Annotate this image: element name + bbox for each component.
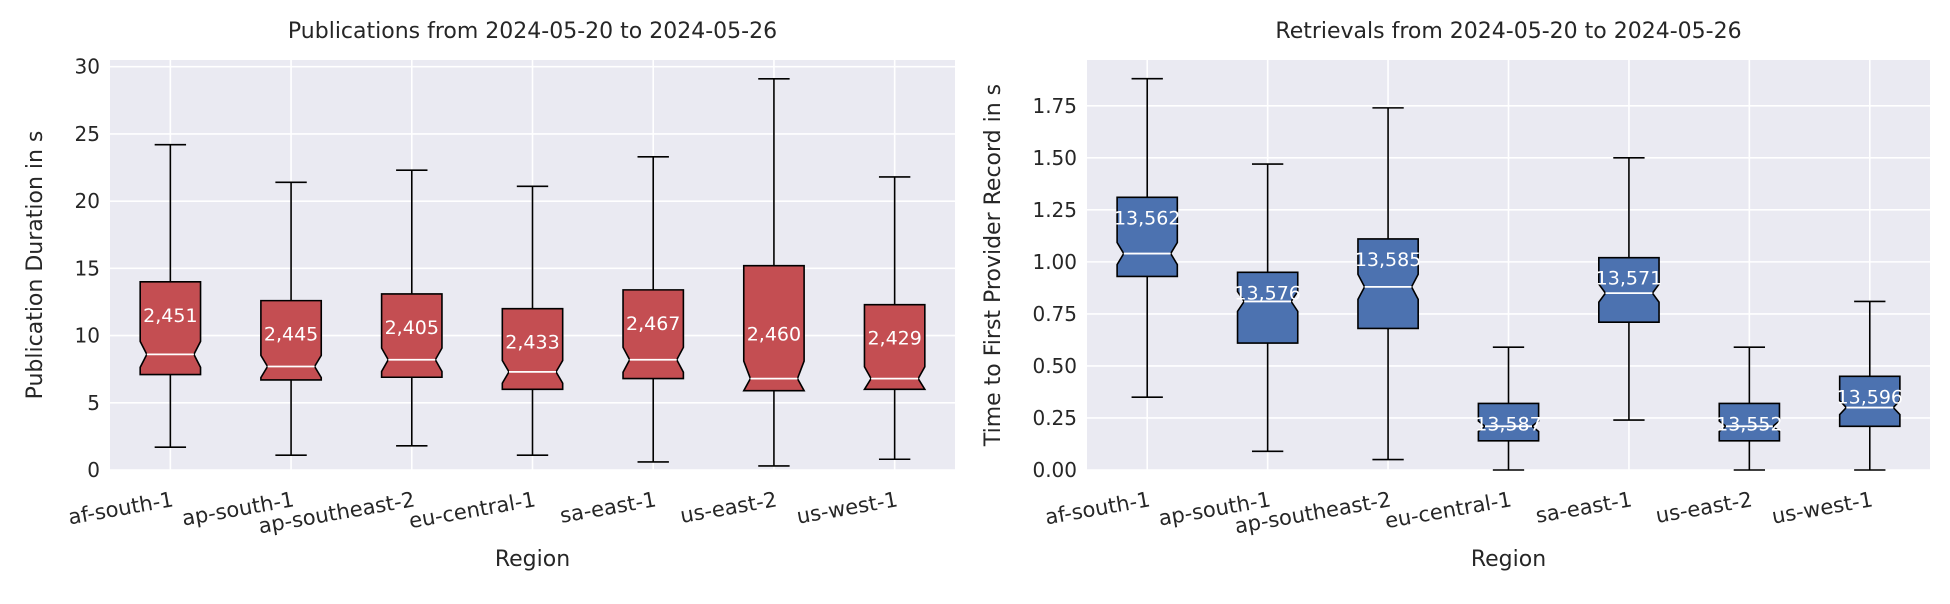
- y-axis-label: Time to First Provider Record in s: [981, 84, 1006, 447]
- y-tick-label: 0.00: [1032, 458, 1077, 482]
- box-body: [1838, 375, 1901, 428]
- box-body: [1116, 196, 1179, 278]
- box-body: [260, 299, 323, 381]
- chart-title: Publications from 2024-05-20 to 2024-05-…: [288, 19, 777, 44]
- y-tick-label: 0: [87, 458, 100, 482]
- count-label: 2,429: [867, 328, 921, 350]
- box-body: [501, 307, 564, 391]
- count-label: 13,585: [1355, 249, 1421, 271]
- box-body: [1598, 256, 1660, 324]
- count-label: 13,571: [1596, 268, 1662, 290]
- y-tick-label: 0.50: [1032, 354, 1077, 378]
- y-axis-label: Publication Duration in s: [23, 131, 48, 400]
- y-tick-label: 30: [75, 55, 100, 79]
- count-label: 2,467: [626, 313, 680, 335]
- y-tick-label: 15: [75, 256, 100, 280]
- count-label: 2,405: [385, 317, 439, 339]
- y-tick-label: 25: [75, 122, 100, 146]
- y-tick-label: 10: [75, 324, 100, 348]
- y-tick-label: 1.75: [1032, 94, 1077, 118]
- count-label: 13,596: [1837, 386, 1903, 408]
- y-tick-label: 1.00: [1032, 250, 1077, 274]
- box-body: [1236, 271, 1299, 344]
- count-label: 13,562: [1114, 207, 1180, 229]
- box-body: [1477, 402, 1540, 442]
- count-label: 13,587: [1475, 413, 1541, 435]
- box-body: [380, 293, 443, 379]
- y-tick-label: 5: [87, 391, 100, 415]
- box-body: [1718, 402, 1781, 442]
- x-axis-label: Region: [495, 547, 570, 572]
- count-label: 2,433: [505, 332, 559, 354]
- count-label: 13,552: [1716, 413, 1782, 435]
- count-label: 2,460: [747, 324, 801, 346]
- box-body: [742, 264, 806, 392]
- y-tick-label: 0.75: [1032, 302, 1077, 326]
- box-body: [863, 303, 927, 391]
- box-body: [622, 289, 685, 380]
- y-tick-label: 0.25: [1032, 406, 1077, 430]
- y-tick-label: 20: [75, 189, 100, 213]
- box-body: [1357, 238, 1419, 330]
- box-body: [139, 281, 202, 376]
- chart-title: Retrievals from 2024-05-20 to 2024-05-26: [1275, 19, 1741, 44]
- count-label: 2,445: [264, 324, 318, 346]
- y-tick-label: 1.50: [1032, 146, 1077, 170]
- y-tick-label: 1.25: [1032, 198, 1077, 222]
- count-label: 13,576: [1234, 282, 1300, 304]
- x-axis-label: Region: [1471, 547, 1546, 572]
- count-label: 2,451: [143, 305, 197, 327]
